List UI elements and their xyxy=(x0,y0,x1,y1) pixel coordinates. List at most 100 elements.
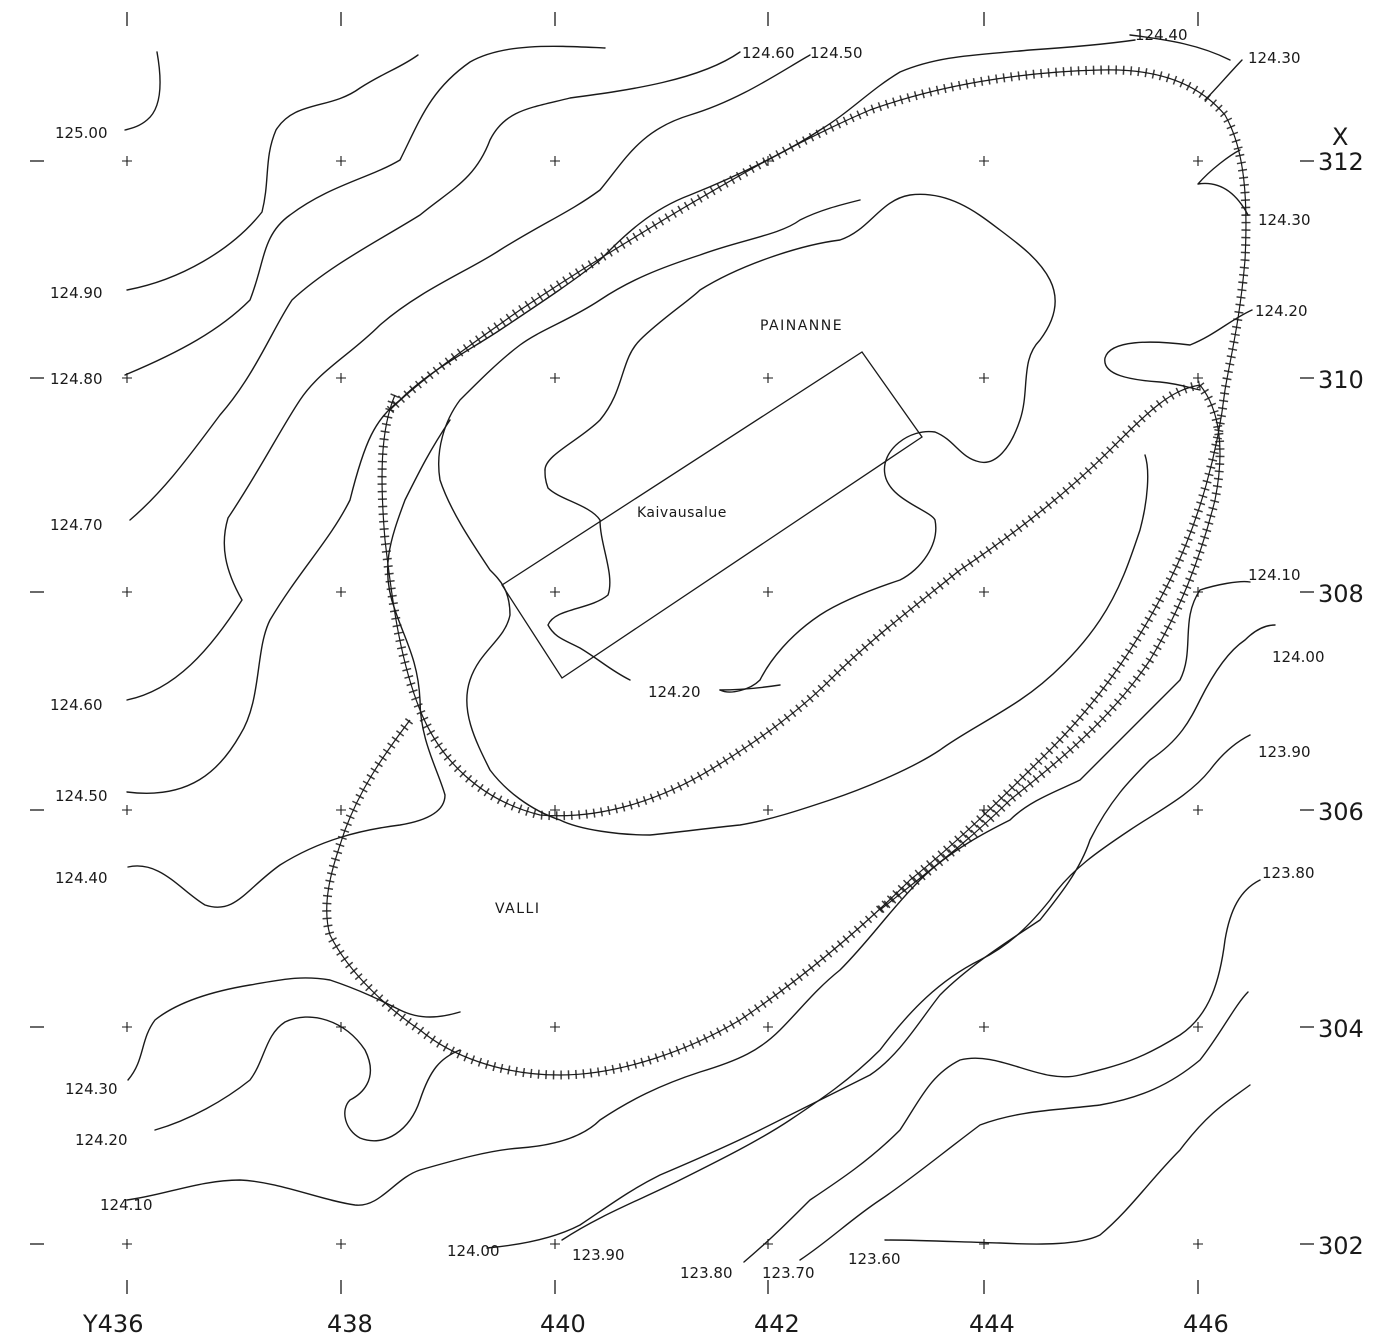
grid-cross xyxy=(550,1239,560,1249)
contour-label: 124.20 xyxy=(75,1131,128,1149)
outer-escarpment-base xyxy=(326,69,1247,1076)
contour-label: 125.00 xyxy=(55,124,108,142)
grid-cross xyxy=(763,587,773,597)
x-axis-name: X xyxy=(1332,123,1348,151)
contour-124-40-top xyxy=(1129,34,1231,61)
contour-124-80 xyxy=(124,45,606,376)
grid-cross xyxy=(979,156,989,166)
contour-label: 124.00 xyxy=(447,1242,500,1260)
valli-label: VALLI xyxy=(495,901,541,917)
grid-cross xyxy=(336,805,346,815)
contour-label: 124.20 xyxy=(1255,302,1308,320)
grid-cross xyxy=(336,587,346,597)
grid-cross xyxy=(550,156,560,166)
y-axis-tick-label: 442 xyxy=(754,1310,800,1338)
kaivausalue-label: Kaivausalue xyxy=(637,505,727,521)
contour-label: 123.80 xyxy=(1262,864,1315,882)
grid-cross xyxy=(1193,156,1203,166)
x-axis-labels: X 312 310 308 306 304 302 xyxy=(1318,123,1364,1260)
contour-124-60-left xyxy=(126,54,811,701)
grid-cross xyxy=(1193,373,1203,383)
contour-124-40-left xyxy=(127,419,451,908)
contour-label: 124.30 xyxy=(1248,49,1301,67)
contour-124-00 xyxy=(486,624,1276,1249)
contour-label: 123.90 xyxy=(572,1246,625,1264)
contour-124-30-top xyxy=(1204,59,1243,101)
contour-label: 124.30 xyxy=(1258,211,1311,229)
contour-124-20-inner xyxy=(544,469,631,681)
painanne-label: PAINANNE xyxy=(760,318,843,334)
contour-124-10-left xyxy=(126,580,1251,1206)
contour-label: 124.50 xyxy=(810,44,863,62)
excavation-area-rectangle xyxy=(501,351,923,679)
contour-123-90 xyxy=(561,734,1251,1241)
grid-cross xyxy=(122,156,132,166)
grid-cross xyxy=(122,1239,132,1249)
grid-cross xyxy=(979,1022,989,1032)
grid-cross xyxy=(1193,1022,1203,1032)
y-axis-tick-label: 446 xyxy=(1183,1310,1229,1338)
contour-124-20-left xyxy=(154,1016,461,1142)
contour-label: 123.60 xyxy=(848,1250,901,1268)
grid-cross xyxy=(1193,805,1203,815)
y-axis-labels: Y436 438 440 442 444 446 xyxy=(82,1310,1229,1338)
x-axis-tick-label: 304 xyxy=(1318,1015,1364,1043)
contour-label: 123.90 xyxy=(1258,743,1311,761)
contour-label: 124.00 xyxy=(1272,648,1325,666)
right-escarpment-base xyxy=(879,384,1221,911)
grid-cross xyxy=(979,373,989,383)
contour-123-60 xyxy=(884,1084,1251,1245)
contour-painanne-depression xyxy=(544,193,1056,693)
contour-labels: 125.00 124.90 124.80 124.70 124.60 124.5… xyxy=(50,26,1325,1282)
contour-label: 124.10 xyxy=(100,1196,153,1214)
contour-124-30-right xyxy=(1197,149,1249,216)
escarpments xyxy=(322,65,1251,1080)
grid-cross xyxy=(550,1022,560,1032)
x-axis-tick-label: 308 xyxy=(1318,580,1364,608)
right-escarpment-hachure xyxy=(877,382,1225,914)
contour-lines xyxy=(124,34,1276,1263)
contour-label: 124.20 xyxy=(648,683,701,701)
inner-escarpment-base xyxy=(381,384,1201,817)
contour-label: 124.30 xyxy=(65,1080,118,1098)
grid-cross xyxy=(122,805,132,815)
grid-edge-ticks xyxy=(30,12,1314,1294)
grid-cross xyxy=(979,1239,989,1249)
contour-inner-rim xyxy=(438,199,1149,836)
contour-label: 124.50 xyxy=(55,787,108,805)
grid-cross xyxy=(763,805,773,815)
x-axis-tick-label: 310 xyxy=(1318,366,1364,394)
grid-cross xyxy=(550,805,560,815)
grid-cross xyxy=(550,373,560,383)
contour-124-70 xyxy=(129,51,741,521)
grid-cross xyxy=(979,587,989,597)
contour-124-30-left xyxy=(127,977,461,1081)
inner-escarpment-hachure xyxy=(377,380,1201,821)
contour-label: 124.90 xyxy=(50,284,103,302)
x-axis-tick-label: 312 xyxy=(1318,148,1364,176)
grid-cross xyxy=(336,373,346,383)
contour-123-80 xyxy=(743,879,1261,1263)
grid-cross xyxy=(763,373,773,383)
grid-cross xyxy=(336,1239,346,1249)
contour-label: 124.40 xyxy=(1135,26,1188,44)
grid-cross xyxy=(763,1022,773,1032)
y-axis-tick-label: 444 xyxy=(969,1310,1015,1338)
grid-cross xyxy=(122,1022,132,1032)
grid-cross xyxy=(1193,1239,1203,1249)
x-axis-tick-label: 306 xyxy=(1318,798,1364,826)
contour-label: 124.60 xyxy=(50,696,103,714)
contour-label: 123.70 xyxy=(762,1264,815,1282)
y-axis-tick-label: 438 xyxy=(327,1310,373,1338)
outer-escarpment-hachure xyxy=(322,65,1251,1080)
contour-label: 124.80 xyxy=(50,370,103,388)
contour-123-70 xyxy=(799,991,1249,1261)
contour-label: 124.40 xyxy=(55,869,108,887)
contour-label: 124.70 xyxy=(50,516,103,534)
contour-125-00 xyxy=(124,51,161,131)
contour-124-20-bottom xyxy=(719,684,781,691)
contour-124-20-right xyxy=(1104,309,1253,391)
y-axis-tick-label: Y436 xyxy=(82,1310,143,1338)
contour-124-50-left xyxy=(126,39,1136,794)
